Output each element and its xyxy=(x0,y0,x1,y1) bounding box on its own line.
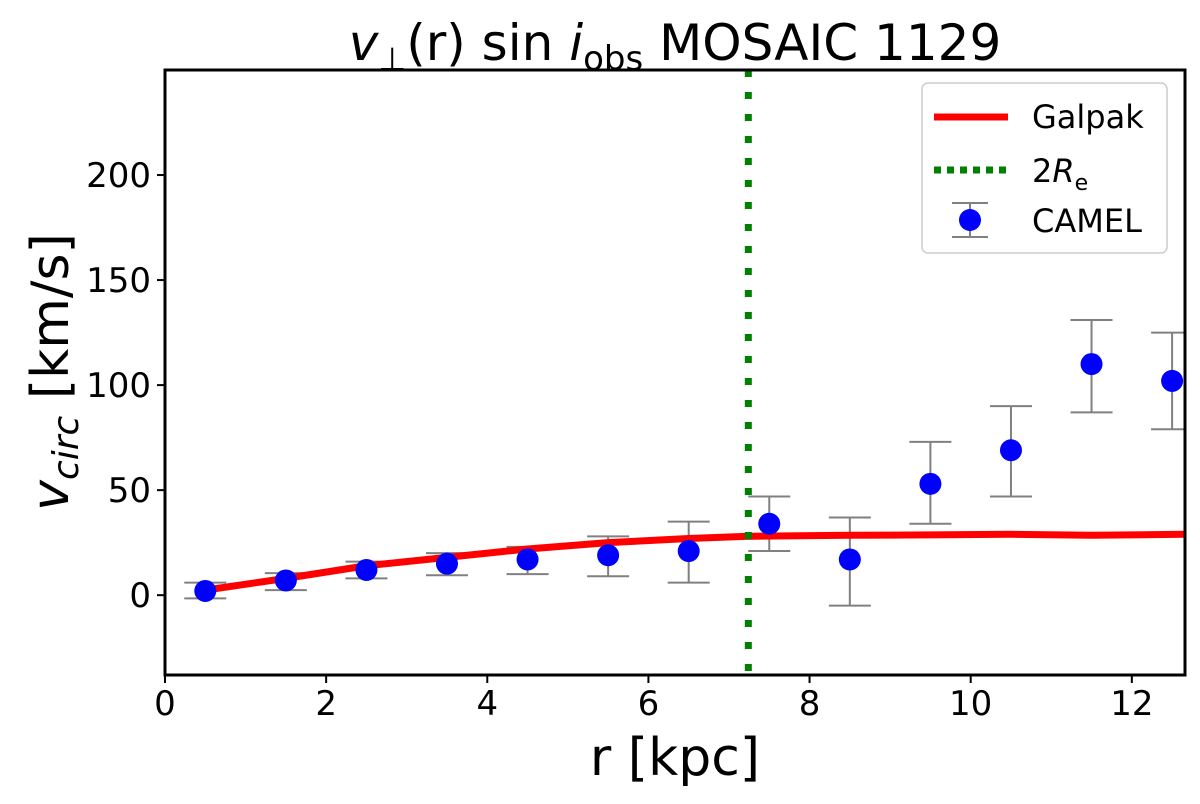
camel-point xyxy=(274,569,297,592)
legend-camel-marker xyxy=(959,209,981,231)
legend: Galpak 2Re CAMEL xyxy=(921,82,1168,254)
camel-point xyxy=(758,512,781,535)
camel-point xyxy=(999,439,1022,462)
series-group xyxy=(184,70,1185,675)
x-tick-label: 2 xyxy=(315,684,337,724)
y-tick-label: 200 xyxy=(86,156,151,196)
camel-point xyxy=(677,540,700,563)
legend-2re-label: 2Re xyxy=(1032,152,1088,196)
x-tick-label: 4 xyxy=(476,684,498,724)
x-axis-label: r [kpc] xyxy=(590,728,760,788)
y-tick-label: 50 xyxy=(108,471,151,511)
x-tick-label: 0 xyxy=(154,684,176,724)
axes-frame xyxy=(163,68,1187,677)
camel-point xyxy=(435,552,458,575)
legend-camel-label: CAMEL xyxy=(1032,202,1142,240)
legend-galpak-label: Galpak xyxy=(1032,98,1144,136)
y-tick-label: 0 xyxy=(129,576,151,616)
camel-point xyxy=(919,472,942,495)
camel-point xyxy=(1080,353,1103,376)
ticks: 0 2 4 6 8 10 12 0 50 100 150 200 xyxy=(86,156,1153,724)
y-axis-label: vcirc [km/s] xyxy=(21,233,87,511)
camel-point xyxy=(516,548,539,571)
camel-point xyxy=(838,548,861,571)
camel-point xyxy=(1161,369,1184,392)
x-tick-label: 6 xyxy=(638,684,660,724)
y-tick-label: 100 xyxy=(86,366,151,406)
legend-box xyxy=(921,82,1168,254)
x-tick-label: 10 xyxy=(949,684,992,724)
camel-point xyxy=(355,558,378,581)
camel-point xyxy=(597,544,620,567)
y-tick-label: 150 xyxy=(86,261,151,301)
camel-point xyxy=(194,579,217,602)
chart-title: v⊥(r) sin iobs MOSAIC 1129 xyxy=(349,14,1002,79)
x-tick-label: 12 xyxy=(1110,684,1153,724)
x-tick-label: 8 xyxy=(799,684,821,724)
plot-area xyxy=(184,70,1185,675)
